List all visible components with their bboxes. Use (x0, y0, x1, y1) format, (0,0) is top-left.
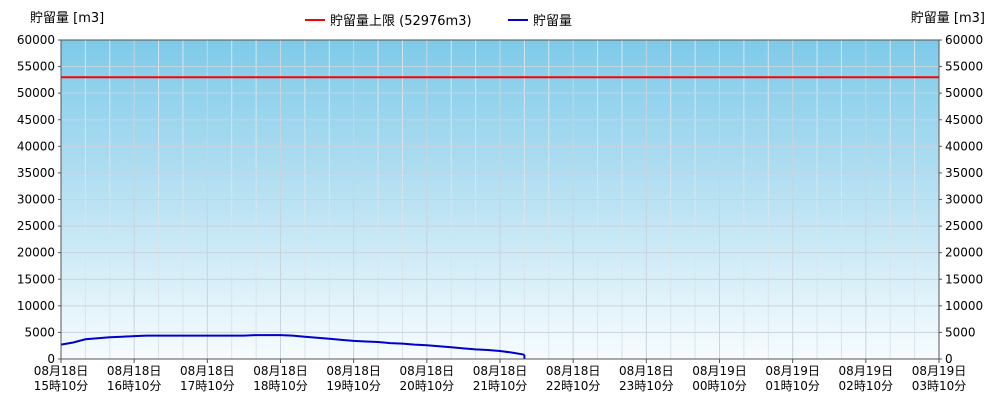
x-tick-label-date: 08月18日 (473, 364, 528, 378)
x-tick-label-time: 00時10分 (692, 379, 747, 393)
y-tick-label-left: 0 (47, 352, 55, 366)
x-tick-label-time: 20時10分 (400, 379, 455, 393)
y-tick-label-left: 60000 (17, 33, 55, 47)
legend: 貯留量上限 (52976m3) 貯留量 (305, 14, 572, 29)
x-axis: 08月18日15時10分08月18日16時10分08月18日17時10分08月1… (34, 359, 967, 393)
y-tick-label-left: 15000 (17, 272, 55, 286)
legend-label-upper-limit: 貯留量上限 (52976m3) (330, 14, 472, 29)
x-tick-label-date: 08月19日 (765, 364, 820, 378)
y-tick-label-right: 30000 (945, 193, 983, 207)
y-tick-label-right: 10000 (945, 299, 983, 313)
y-tick-label-left: 35000 (17, 166, 55, 180)
x-tick-label-time: 23時10分 (619, 379, 674, 393)
x-tick-label-date: 08月19日 (839, 364, 894, 378)
x-tick-label-date: 08月18日 (34, 364, 89, 378)
y-tick-label-right: 5000 (945, 325, 976, 339)
y-tick-label-right: 60000 (945, 33, 983, 47)
y-tick-label-left: 25000 (17, 219, 55, 233)
y-tick-label-left: 50000 (17, 86, 55, 100)
x-tick-label-date: 08月18日 (400, 364, 455, 378)
x-tick-label-time: 16時10分 (107, 379, 162, 393)
y-tick-label-left: 40000 (17, 139, 55, 153)
x-tick-label-date: 08月18日 (546, 364, 601, 378)
y-tick-label-right: 20000 (945, 246, 983, 260)
y-tick-label-right: 15000 (945, 272, 983, 286)
y-tick-label-right: 55000 (945, 60, 983, 74)
x-tick-label-date: 08月18日 (326, 364, 381, 378)
y-tick-label-right: 50000 (945, 86, 983, 100)
y-axis-title-right: 貯留量 [m3] (911, 11, 985, 26)
x-tick-label-time: 15時10分 (34, 379, 89, 393)
x-tick-label-time: 21時10分 (473, 379, 528, 393)
x-tick-label-date: 08月18日 (253, 364, 308, 378)
x-tick-label-time: 01時10分 (765, 379, 820, 393)
x-tick-label-time: 19時10分 (326, 379, 381, 393)
x-tick-label-date: 08月19日 (912, 364, 967, 378)
y-axis-right: 0 5000 10000 15000 20000 25000 30000 35000 40000… (939, 33, 983, 366)
y-tick-label-left: 10000 (17, 299, 55, 313)
legend-label-storage: 貯留量 (533, 14, 572, 29)
x-tick-label-time: 18時10分 (253, 379, 308, 393)
y-tick-label-left: 45000 (17, 113, 55, 127)
y-tick-label-right: 0 (945, 352, 953, 366)
x-tick-label-time: 02時10分 (839, 379, 894, 393)
x-tick-label-date: 08月18日 (180, 364, 235, 378)
x-tick-label-time: 22時10分 (546, 379, 601, 393)
y-axis-left: 0 5000 10000 15000 20000 25000 30000 35000 40000… (17, 33, 61, 366)
y-tick-label-right: 35000 (945, 166, 983, 180)
x-tick-label-date: 08月18日 (107, 364, 162, 378)
y-tick-label-left: 30000 (17, 193, 55, 207)
y-tick-label-left: 55000 (17, 60, 55, 74)
y-tick-label-left: 20000 (17, 246, 55, 260)
x-tick-label-date: 08月19日 (692, 364, 747, 378)
y-tick-label-left: 5000 (24, 325, 55, 339)
x-tick-label-time: 17時10分 (180, 379, 235, 393)
x-tick-label-date: 08月18日 (619, 364, 674, 378)
y-tick-label-right: 45000 (945, 113, 983, 127)
series-layer (60, 76, 939, 359)
x-tick-label-time: 03時10分 (912, 379, 967, 393)
series-line-storage (60, 334, 525, 356)
y-tick-label-right: 25000 (945, 219, 983, 233)
y-axis-title-left: 貯留量 [m3] (30, 11, 104, 26)
y-tick-label-right: 40000 (945, 139, 983, 153)
